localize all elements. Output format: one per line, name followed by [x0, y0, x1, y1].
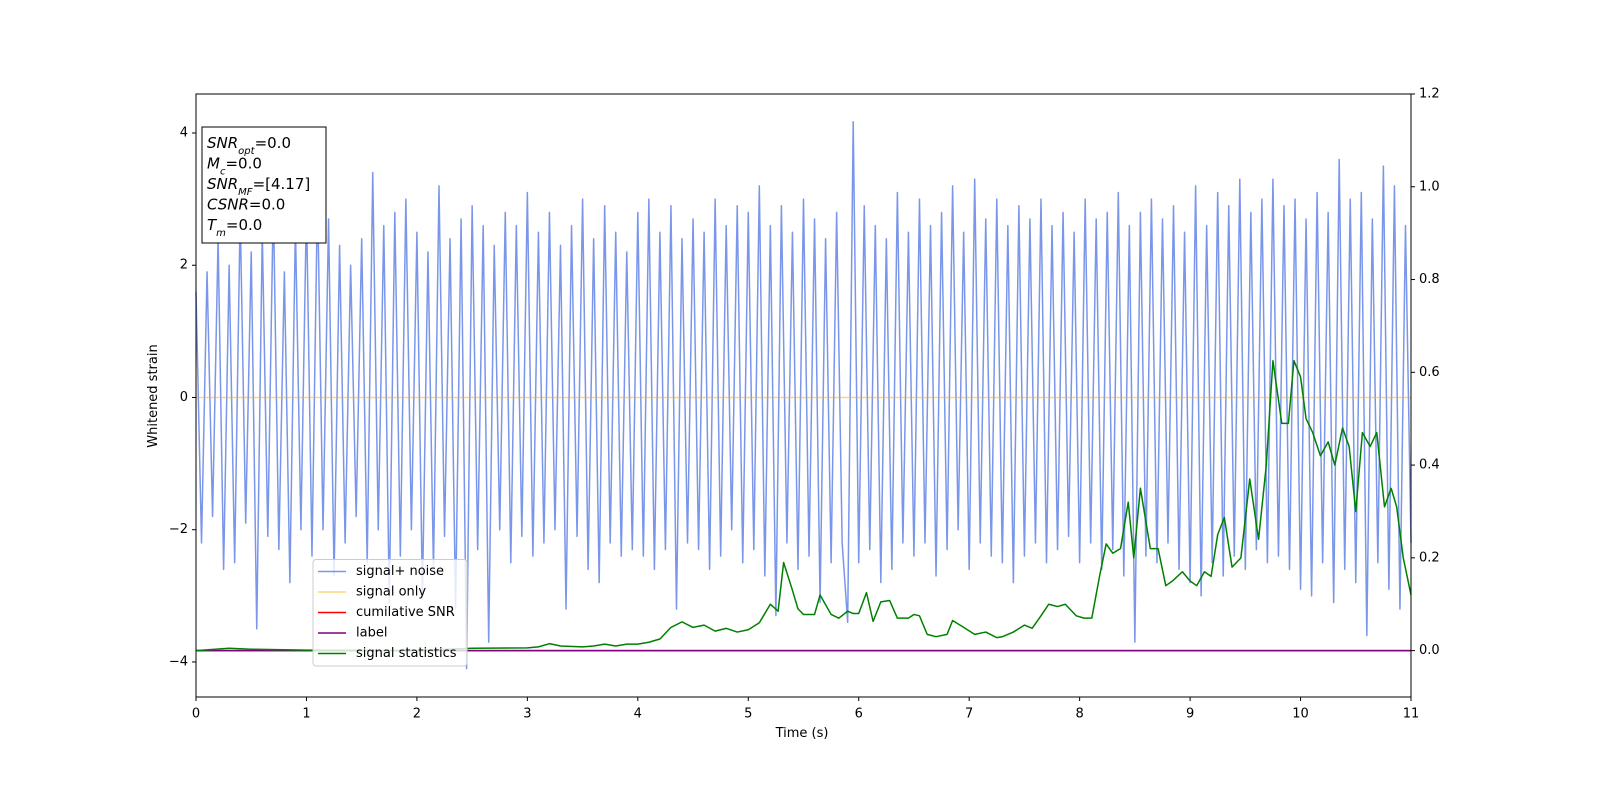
annotation-text: SNRopt=0.0 — [207, 134, 291, 157]
annotation-text: Tm=0.0 — [207, 216, 262, 239]
y2-tick-label: 0.0 — [1419, 643, 1440, 658]
x-tick-label: 0 — [192, 707, 200, 722]
x-tick-label: 2 — [413, 707, 421, 722]
annotation-text: Mc=0.0 — [207, 155, 262, 178]
annotation-value: =0.0 — [225, 155, 261, 173]
annotation-symbol: SNR — [207, 134, 238, 152]
x-tick-label: 6 — [855, 707, 863, 722]
y-tick-label: −2 — [169, 522, 188, 537]
annotation-subscript: m — [216, 228, 226, 239]
x-tick-label: 10 — [1292, 707, 1309, 722]
y2-tick-label: 0.4 — [1419, 458, 1440, 473]
legend: signal+ noise signal only cumilative SNR la… — [312, 559, 468, 667]
annotation-subscript: MF — [238, 187, 253, 198]
x-tick-label: 3 — [523, 707, 531, 722]
y2-tick-label: 1.0 — [1419, 179, 1440, 194]
y-tick-label: 2 — [180, 258, 188, 273]
annotation-symbol: T — [207, 216, 218, 234]
annotation-value: =0.0 — [249, 196, 285, 214]
annotation-box: SNRopt=0.0Mc=0.0SNRMF=[4.17]CSNR=0.0Tm=0… — [201, 126, 327, 244]
annotation-frame — [201, 126, 327, 244]
x-tick-label: 4 — [634, 707, 642, 722]
annotation-symbol: M — [207, 155, 220, 173]
annotation-text: CSNR=0.0 — [207, 196, 285, 214]
legend-label: signal+ noise — [356, 564, 444, 579]
legend-label: signal statistics — [356, 646, 457, 661]
x-tick-label: 11 — [1403, 707, 1420, 722]
annotation-symbol: CSNR — [207, 196, 249, 214]
y2-tick-label: 0.2 — [1419, 550, 1440, 565]
legend-label: signal only — [356, 585, 426, 600]
plot-frame — [195, 93, 1412, 698]
annotation-text: SNRMF=[4.17] — [207, 175, 310, 198]
x-tick-label: 7 — [965, 707, 973, 722]
x-tick-label: 9 — [1186, 707, 1194, 722]
y-tick-label: 4 — [180, 126, 188, 141]
x-tick-label: 8 — [1075, 707, 1083, 722]
annotation-value: =0.0 — [226, 216, 262, 234]
series-line — [195, 359, 1412, 652]
annotation-value: =[4.17] — [253, 175, 311, 193]
annotation-value: =0.0 — [255, 134, 291, 152]
y-tick-label: 0 — [180, 390, 188, 405]
legend-frame — [312, 559, 468, 667]
y2-tick-label: 1.2 — [1419, 87, 1440, 102]
annotation-symbol: SNR — [207, 175, 238, 193]
annotation-subscript: opt — [238, 146, 255, 157]
y-axis-label: Whitened strain — [146, 344, 161, 447]
x-axis-label: Time (s) — [775, 726, 829, 741]
y2-tick-label: 0.6 — [1419, 365, 1440, 380]
y-tick-label: −4 — [169, 654, 188, 669]
legend-label: cumilative SNR — [356, 605, 455, 620]
series-line — [195, 121, 1412, 670]
x-tick-label: 5 — [744, 707, 752, 722]
annotation-subscript: c — [220, 166, 226, 177]
y2-tick-label: 0.8 — [1419, 272, 1440, 287]
legend-label: label — [356, 626, 387, 641]
x-tick-label: 1 — [302, 707, 310, 722]
